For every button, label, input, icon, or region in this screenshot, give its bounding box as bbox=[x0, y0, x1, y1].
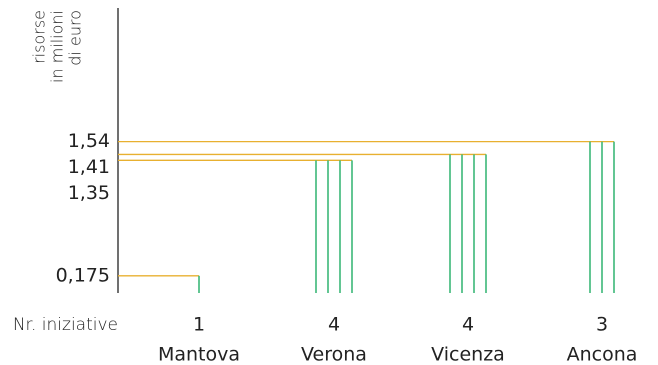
count-label: 4 bbox=[462, 314, 474, 336]
x-axis-label: Nr. iniziative bbox=[13, 315, 118, 335]
count-label: 4 bbox=[328, 314, 340, 336]
y-axis-label: in milioni bbox=[48, 10, 67, 83]
x-tick-label: Mantova bbox=[158, 344, 240, 365]
count-label: 3 bbox=[596, 314, 608, 336]
value-label: 1,35 bbox=[68, 182, 110, 204]
x-tick-label: Ancona bbox=[567, 344, 638, 365]
y-axis-label: di euro bbox=[66, 10, 85, 66]
y-axis-label: risorse bbox=[30, 10, 49, 64]
x-tick-label: Verona bbox=[301, 344, 367, 365]
value-label: 0,175 bbox=[56, 264, 110, 286]
value-label: 1,41 bbox=[68, 156, 110, 178]
value-label: 1,54 bbox=[68, 130, 110, 152]
count-label: 1 bbox=[193, 314, 205, 336]
x-tick-label: Vicenza bbox=[431, 344, 505, 365]
